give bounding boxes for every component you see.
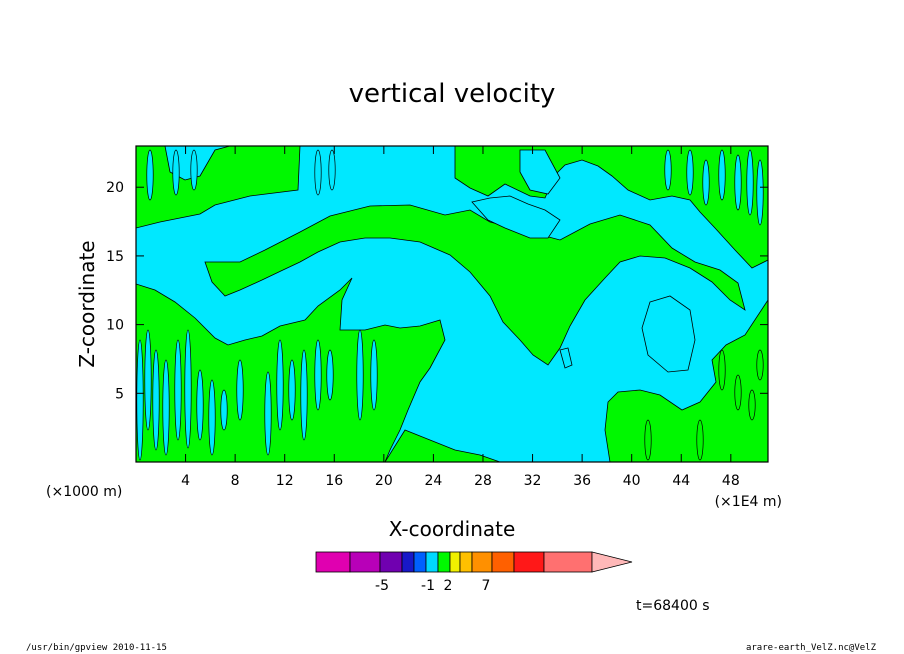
colorbar-swatch — [401, 551, 415, 573]
contour-streak — [718, 349, 726, 391]
contour-region — [559, 347, 573, 369]
colorbar-swatch — [425, 551, 439, 573]
contour-streak — [370, 339, 378, 411]
x-tick-label: 36 — [573, 473, 591, 489]
colorbar-swatch — [513, 551, 545, 573]
y-tick-label: 5 — [115, 386, 124, 402]
x-tick-label: 28 — [474, 473, 492, 489]
contour-streak — [748, 389, 756, 421]
x-tick-label: 44 — [672, 473, 690, 489]
cyan-holes — [471, 149, 696, 373]
x-unit-right: (×1E4 m) — [715, 494, 782, 510]
x-tick-label: 32 — [524, 473, 542, 489]
footer-right: arare-earth_VelZ.nc@VelZ — [746, 643, 877, 653]
contour-streak — [152, 349, 160, 451]
x-tick-label: 12 — [276, 473, 294, 489]
colorbar-tick-label: -1 — [421, 578, 435, 594]
contour-streak — [314, 339, 322, 411]
contour-region — [471, 195, 561, 239]
contour-streak — [136, 339, 144, 461]
colorbar-swatch — [459, 551, 473, 573]
chart-title: vertical velocity — [349, 79, 556, 109]
plot-frame — [135, 145, 769, 463]
colorbar-swatch — [379, 551, 403, 573]
contour-streak — [756, 349, 764, 381]
contour-streak — [314, 149, 322, 196]
contour-streak — [288, 359, 296, 421]
contour-streak — [718, 149, 726, 201]
x-tick-label: 24 — [424, 473, 442, 489]
y-tick-label: 15 — [106, 249, 124, 265]
colorbar-tick-label: 7 — [482, 578, 491, 594]
contour-streak — [208, 379, 216, 456]
contour-region — [204, 204, 746, 366]
contour-streak — [664, 149, 672, 191]
colorbar-tick-label: 2 — [444, 578, 453, 594]
contour-streak — [686, 149, 694, 196]
contour-streak — [644, 419, 652, 461]
contour-streak — [702, 159, 710, 206]
time-label: t=68400 s — [636, 598, 710, 614]
x-tick-label: 48 — [722, 473, 740, 489]
colorbar-tick-label: -5 — [375, 578, 389, 594]
footer-left: /usr/bin/gpview 2010-11-15 — [26, 643, 167, 653]
contour-streak — [328, 149, 336, 191]
x-axis-label: X-coordinate — [389, 517, 516, 541]
x-tick-label: 8 — [231, 473, 240, 489]
contour-streak — [756, 159, 764, 226]
x-tick-label: 16 — [325, 473, 343, 489]
contour-streak — [220, 389, 228, 431]
y-tick-label: 20 — [106, 180, 124, 196]
contour-streak — [174, 339, 182, 441]
colorbar-swatch — [315, 551, 351, 573]
contour-streak — [172, 149, 180, 196]
colorbar-extend-arrow — [591, 551, 633, 573]
x-unit-left: (×1000 m) — [46, 484, 122, 500]
colorbar: -5 -1 2 7 — [315, 551, 633, 594]
contour-streak — [746, 149, 754, 216]
contour-region — [384, 429, 501, 462]
contour-streak — [144, 329, 152, 431]
contour-streak — [696, 419, 704, 461]
contour-streak — [196, 369, 204, 441]
contour-streak — [162, 359, 170, 456]
contour-region — [641, 295, 696, 373]
contour-streak — [734, 154, 742, 211]
x-tick-label: 20 — [375, 473, 393, 489]
contour-streak — [190, 149, 198, 191]
contour-streak — [236, 359, 244, 421]
contour-streak — [146, 149, 154, 201]
y-axis-label: Z-coordinate — [75, 240, 99, 367]
contour-streaks — [136, 149, 764, 461]
colorbar-swatch — [449, 551, 461, 573]
y-tick-label: 10 — [106, 318, 124, 334]
colorbar-swatch — [413, 551, 427, 573]
contour-region — [519, 149, 561, 195]
x-tick-label: 40 — [623, 473, 641, 489]
colorbar-swatch — [437, 551, 451, 573]
colorbar-swatch — [491, 551, 515, 573]
x-tick-label: 4 — [181, 473, 190, 489]
contour-streak — [326, 349, 334, 401]
contour-streak — [276, 339, 284, 431]
contour-streak — [356, 329, 364, 421]
contour-streak — [734, 374, 742, 411]
contour-streak — [300, 349, 308, 441]
colorbar-swatch — [471, 551, 493, 573]
contour-streak — [264, 371, 272, 456]
plot-area — [136, 146, 768, 462]
contour-streak — [184, 329, 192, 449]
colorbar-swatch — [349, 551, 381, 573]
colorbar-swatch — [543, 551, 593, 573]
